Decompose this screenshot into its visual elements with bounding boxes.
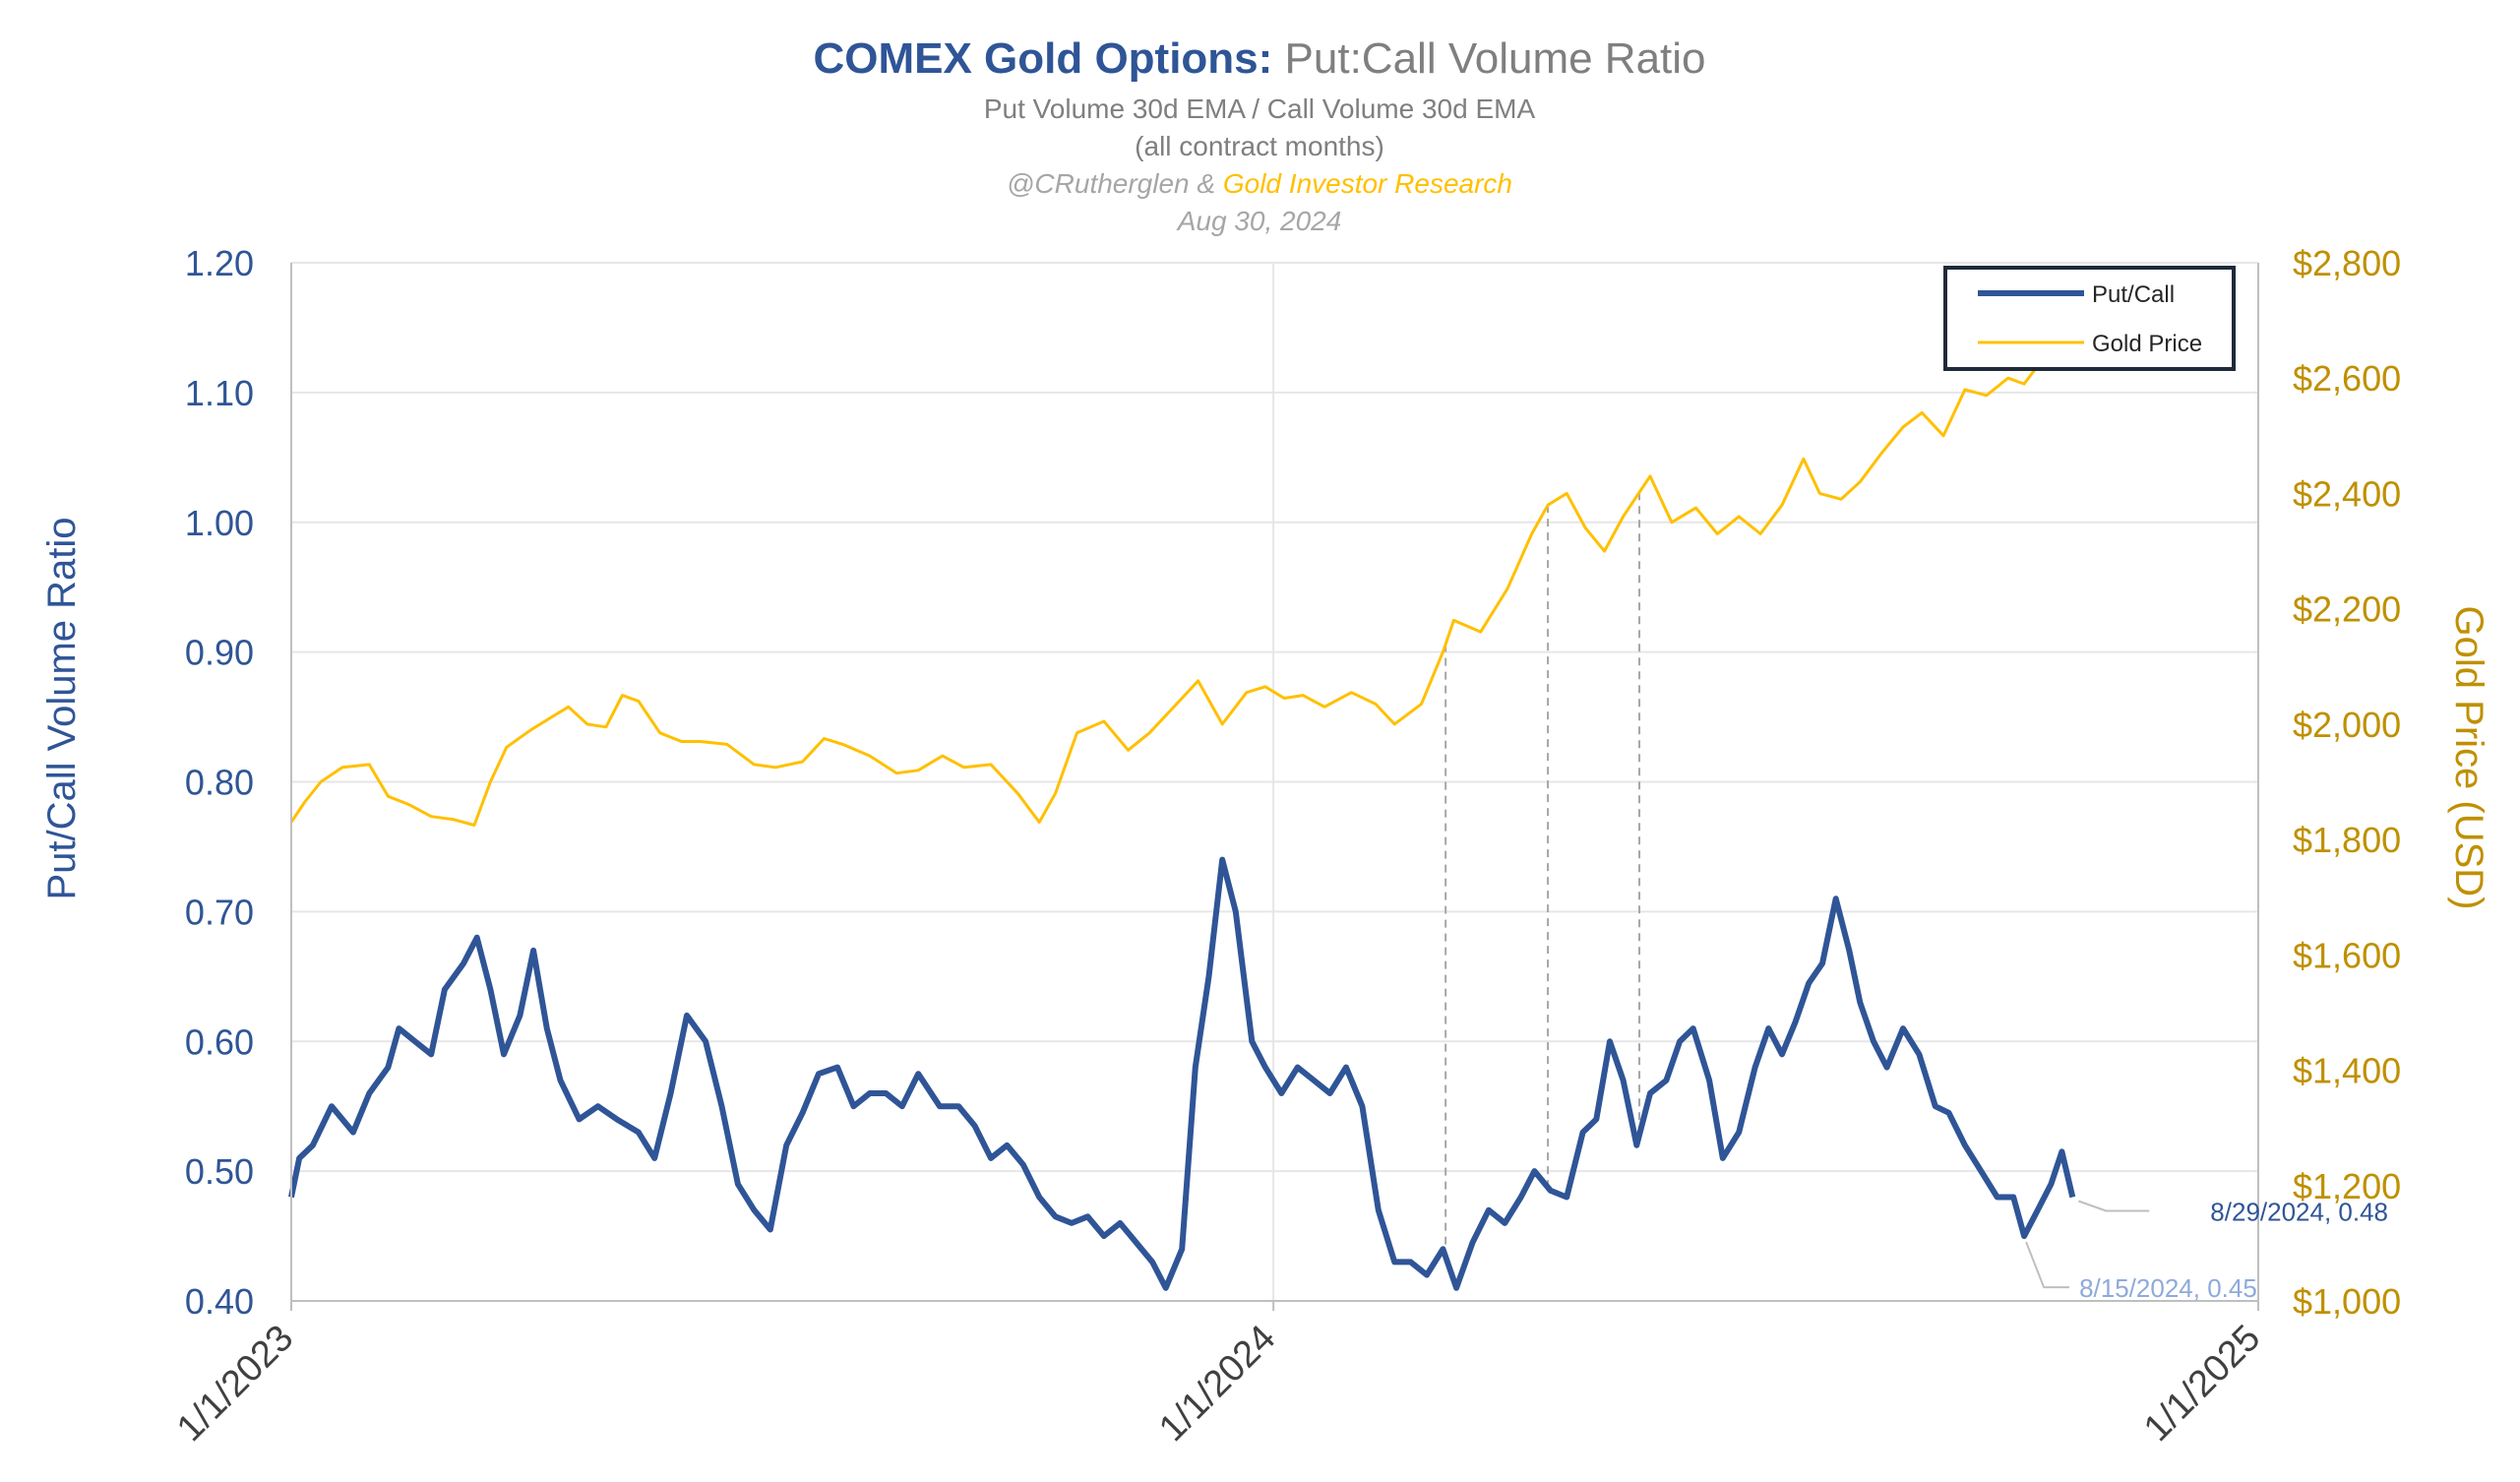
- y-tick-label-right: $1,600: [2293, 935, 2401, 975]
- annotations: 8/29/2024, 0.48 8/15/2024, 0.45: [2025, 1198, 2388, 1303]
- chart-subtitle-months: (all contract months): [1135, 131, 1384, 161]
- credit-amp: &: [1190, 168, 1223, 199]
- y-tick-label-left: 0.60: [185, 1021, 254, 1062]
- x-tick-label: 1/1/2025: [2136, 1318, 2268, 1450]
- y-tick-label-left: 0.40: [185, 1281, 254, 1322]
- annotation-leader-latest: [2077, 1200, 2150, 1212]
- y-tick-label-left: 0.90: [185, 633, 254, 673]
- y-tick-label-right: $1,200: [2293, 1166, 2401, 1206]
- tick-labels: 0.40 0.50 0.60 0.70 0.80 0.90 1.00 1.10 1.20 $1,0…: [169, 243, 2401, 1450]
- gold-price-line: [289, 341, 2074, 827]
- legend-label-gold: Gold Price: [2092, 331, 2202, 357]
- y-tick-label-left: 1.00: [185, 503, 254, 543]
- y-tick-label-left: 1.10: [185, 373, 254, 413]
- chart-title: COMEX Gold Options: Put:Call Volume Rati…: [813, 34, 1705, 83]
- legend-label-put-call: Put/Call: [2092, 281, 2175, 308]
- gold-price-series: [289, 341, 2074, 827]
- annotation-latest-label: 8/29/2024, 0.48: [2210, 1198, 2388, 1227]
- y-tick-label-right: $2,600: [2293, 358, 2401, 399]
- y-axis-title-right: Gold Price (USD): [2447, 606, 2490, 910]
- x-tick-label: 1/1/2023: [169, 1318, 301, 1450]
- y-tick-label-left: 0.70: [185, 892, 254, 932]
- y-tick-label-right: $1,000: [2293, 1281, 2401, 1322]
- put-call-line: [288, 856, 2076, 1291]
- chart-credit: @CRutherglen & Gold Investor Research: [1007, 168, 1512, 199]
- chart-title-rest: Put:Call Volume Ratio: [1272, 34, 1705, 83]
- chart-title-bold: COMEX Gold Options:: [813, 34, 1272, 83]
- y-tick-label-left: 0.80: [185, 763, 254, 803]
- vertical-markers: [1444, 492, 1641, 1258]
- legend-box: [1943, 266, 2236, 371]
- y-tick-label-right: $2,800: [2293, 243, 2401, 283]
- y-tick-label-right: $1,800: [2293, 820, 2401, 860]
- annotation-low-label: 8/15/2024, 0.45: [2079, 1273, 2257, 1303]
- credit-author: @CRutherglen: [1007, 168, 1190, 199]
- legend: Put/Call Gold Price: [1943, 266, 2236, 371]
- y-tick-label-left: 1.20: [185, 243, 254, 283]
- y-axis-title-left: Put/Call Volume Ratio: [40, 517, 84, 899]
- chart-subtitle-formula: Put Volume 30d EMA / Call Volume 30d EMA: [984, 93, 1536, 124]
- y-tick-label-right: $1,400: [2293, 1051, 2401, 1091]
- y-tick-label-right: $2,400: [2293, 473, 2401, 514]
- x-tick-label: 1/1/2024: [1151, 1318, 1283, 1450]
- credit-org: Gold Investor Research: [1223, 168, 1512, 199]
- y-tick-label-left: 0.50: [185, 1151, 254, 1192]
- put-call-series: [288, 856, 2076, 1291]
- chart-date: Aug 30, 2024: [1176, 206, 1342, 236]
- annotation-leader-low: [2025, 1241, 2070, 1289]
- y-tick-label-right: $2,000: [2293, 705, 2401, 745]
- axes: [290, 263, 2259, 1311]
- y-tick-label-right: $2,200: [2293, 589, 2401, 630]
